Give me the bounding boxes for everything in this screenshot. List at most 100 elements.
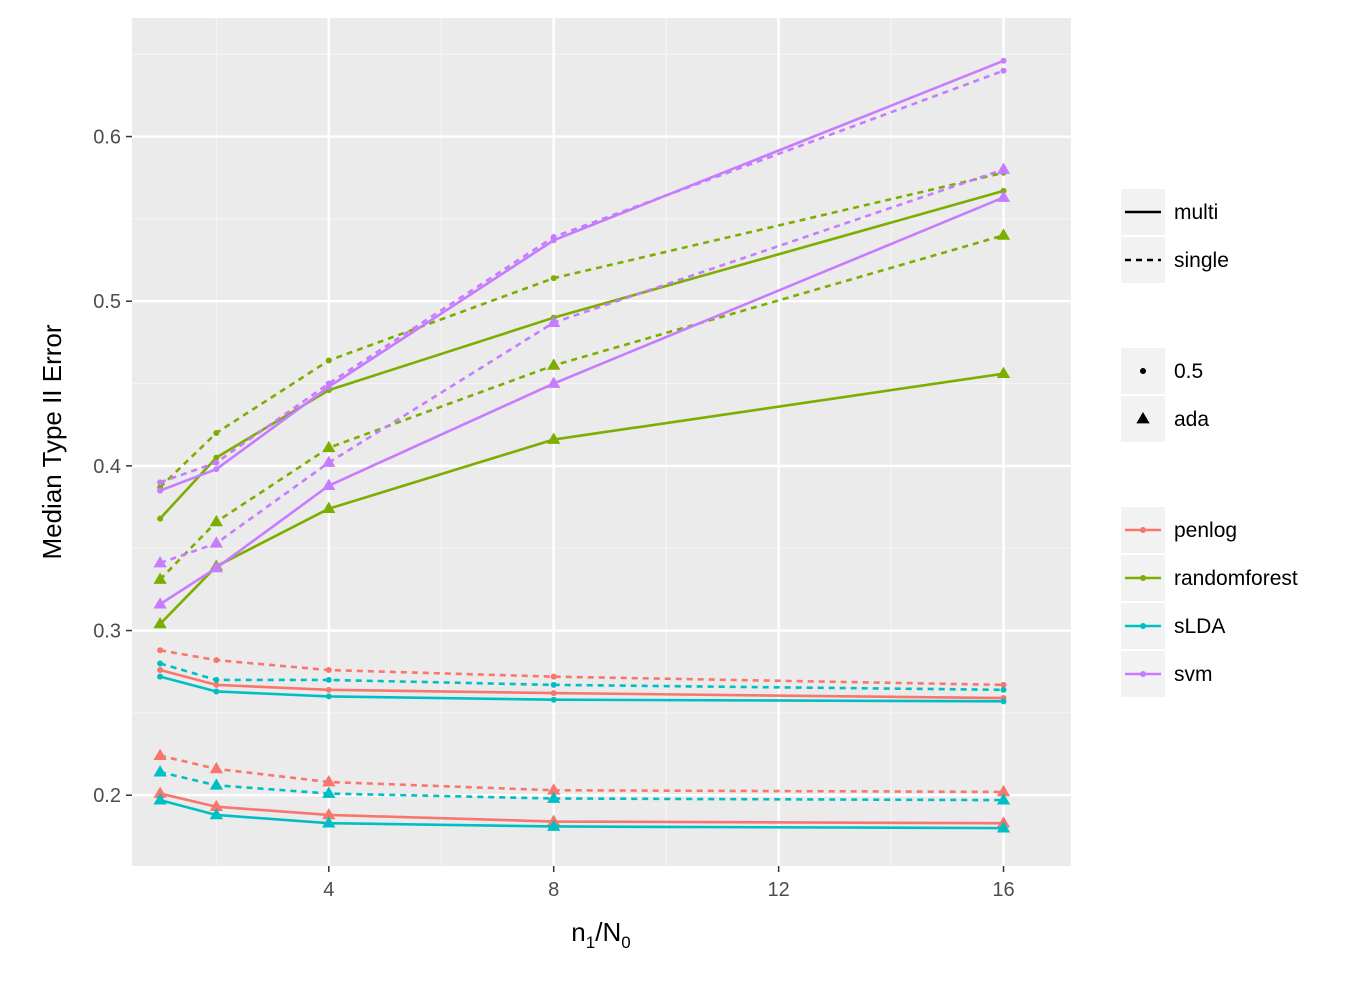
y-tick-label: 0.5 bbox=[93, 291, 121, 313]
data-point bbox=[322, 807, 336, 820]
series-svm-single-05 bbox=[157, 67, 1007, 486]
data-point bbox=[153, 556, 167, 568]
series-sLDA-multi-05 bbox=[157, 673, 1007, 705]
data-point bbox=[325, 667, 332, 674]
series-sLDA-single-05 bbox=[157, 660, 1007, 693]
data-point bbox=[209, 799, 223, 812]
x-tick-label: 8 bbox=[548, 879, 559, 901]
data-point bbox=[209, 536, 223, 548]
data-point bbox=[153, 616, 167, 629]
series-sLDA-single-ada bbox=[153, 765, 1011, 805]
data-point bbox=[1000, 57, 1007, 64]
x-axis-title-n: n bbox=[571, 917, 585, 947]
series-svm-multi-ada bbox=[153, 190, 1011, 609]
data-point bbox=[550, 673, 557, 680]
y-tick-label: 0.3 bbox=[93, 621, 121, 643]
data-point bbox=[213, 676, 220, 683]
data-point bbox=[996, 162, 1011, 174]
x-tick-label: 4 bbox=[323, 879, 334, 901]
y-tick-label: 0.4 bbox=[93, 456, 121, 478]
data-point bbox=[209, 761, 223, 774]
x-tick-label: 12 bbox=[767, 879, 789, 901]
data-point bbox=[213, 688, 220, 695]
data-point bbox=[547, 315, 561, 327]
data-point bbox=[157, 479, 164, 486]
data-point bbox=[325, 676, 332, 683]
data-point bbox=[157, 660, 164, 667]
data-point bbox=[550, 681, 557, 688]
data-point bbox=[209, 778, 223, 790]
data-point bbox=[547, 432, 561, 444]
x-axis-title-sub1: 1 bbox=[586, 933, 595, 952]
data-point bbox=[322, 816, 336, 828]
data-point bbox=[547, 819, 561, 831]
data-point bbox=[322, 786, 336, 798]
legend-marker-penlog bbox=[1140, 527, 1146, 533]
data-point bbox=[322, 478, 336, 490]
y-axis-title: Median Type II Error bbox=[37, 324, 67, 559]
data-point bbox=[153, 786, 167, 798]
data-point bbox=[322, 455, 336, 467]
data-point bbox=[157, 673, 164, 680]
data-point bbox=[996, 366, 1011, 379]
data-point bbox=[547, 358, 561, 370]
minor-gridlines bbox=[132, 18, 1071, 866]
series-sLDA-multi-ada bbox=[153, 793, 1011, 833]
data-point bbox=[322, 440, 336, 453]
data-point bbox=[550, 233, 557, 240]
data-point bbox=[209, 560, 223, 573]
series-svm-single-ada bbox=[153, 162, 1011, 568]
data-point bbox=[325, 693, 332, 700]
data-point bbox=[157, 515, 164, 522]
legend-label-sLDA: sLDA bbox=[1174, 615, 1225, 638]
data-point bbox=[325, 380, 332, 387]
data-point bbox=[209, 514, 223, 527]
data-point bbox=[547, 791, 561, 803]
data-point bbox=[996, 190, 1011, 202]
legend-label-triangle: ada bbox=[1174, 408, 1209, 431]
legend-marker-svm bbox=[1140, 671, 1146, 677]
legend-marker-point bbox=[1140, 368, 1146, 374]
major-gridlines bbox=[132, 18, 1071, 866]
axis-layer: 4 8 12 16 0.2 0.3 0.4 0.5 0.6 bbox=[93, 127, 1014, 901]
data-point bbox=[213, 454, 220, 461]
data-point bbox=[550, 696, 557, 703]
legend-marker-triangle bbox=[1136, 412, 1150, 424]
data-point bbox=[157, 647, 164, 654]
series-svm-multi-05 bbox=[157, 57, 1007, 494]
data-point bbox=[547, 376, 561, 388]
data-point bbox=[153, 793, 167, 805]
data-point bbox=[322, 775, 336, 787]
data-point bbox=[996, 228, 1011, 240]
data-point bbox=[1000, 681, 1007, 688]
data-point bbox=[1000, 67, 1007, 74]
data-point bbox=[550, 690, 557, 697]
x-axis-title-slash: /N bbox=[595, 917, 621, 947]
panel-background bbox=[132, 18, 1071, 866]
y-tick-label: 0.2 bbox=[93, 785, 121, 807]
data-point bbox=[153, 572, 167, 584]
legend: multi single 0.5 ada penlog randomforest sLDA s… bbox=[1121, 189, 1298, 697]
data-point bbox=[213, 466, 220, 473]
data-point bbox=[996, 821, 1011, 833]
x-axis-title-sub0: 0 bbox=[621, 933, 630, 952]
legend-marker-sLDA bbox=[1140, 623, 1146, 629]
legend-label-penlog: penlog bbox=[1174, 519, 1237, 542]
data-point bbox=[547, 783, 561, 795]
series-penlog-single-ada bbox=[153, 748, 1011, 797]
data-point bbox=[325, 357, 332, 364]
series-layer bbox=[153, 57, 1011, 833]
y-tick-label: 0.6 bbox=[93, 127, 121, 149]
data-point bbox=[1000, 698, 1007, 705]
data-point bbox=[157, 487, 164, 494]
data-point bbox=[213, 429, 220, 436]
legend-marker-randomforest bbox=[1140, 575, 1146, 581]
data-point bbox=[325, 686, 332, 693]
x-tick-label: 16 bbox=[992, 879, 1014, 901]
data-point bbox=[1000, 686, 1007, 693]
data-point bbox=[153, 597, 167, 609]
data-point bbox=[153, 765, 167, 777]
data-point bbox=[213, 681, 220, 688]
